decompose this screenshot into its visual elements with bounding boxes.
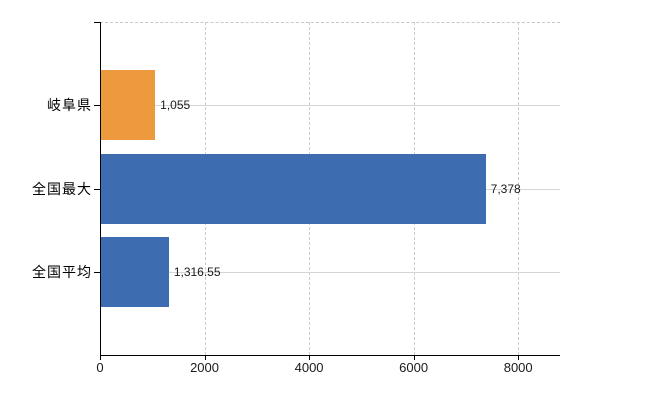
category-label: 全国平均	[32, 263, 92, 280]
x-axis-tick	[309, 356, 311, 360]
bar-default	[100, 153, 486, 224]
x-tick-label: 6000	[399, 360, 429, 375]
x-tick-label: 2000	[190, 360, 219, 375]
category-label: 岐阜県	[47, 97, 92, 114]
y-axis-line	[100, 22, 101, 355]
category-label: 全国最大	[32, 180, 92, 197]
y-axis-tick	[94, 105, 100, 107]
x-tick-label: 0	[96, 360, 104, 375]
y-gridline	[100, 271, 560, 273]
bar-value-label: 1,316.55	[173, 264, 221, 279]
x-axis-tick	[100, 356, 101, 360]
bar-value-label: 1,055	[160, 98, 191, 113]
y-axis-tick	[94, 271, 100, 273]
x-axis-tick	[518, 356, 520, 360]
bar-default	[100, 236, 169, 307]
plot-area: 1,055 7,378 1,316.55	[100, 22, 560, 355]
bar-highlight	[100, 70, 156, 141]
x-axis-line	[100, 355, 560, 356]
x-axis-tick	[413, 356, 415, 360]
y-axis-tick	[94, 22, 100, 23]
y-axis-tick	[94, 188, 100, 190]
y-gridline	[100, 105, 560, 107]
bar-value-label: 7,378	[490, 181, 521, 196]
plot-top-border	[100, 22, 560, 23]
x-axis-tick	[204, 356, 206, 360]
x-tick-label: 4000	[294, 360, 324, 375]
x-tick-label: 8000	[503, 360, 533, 375]
